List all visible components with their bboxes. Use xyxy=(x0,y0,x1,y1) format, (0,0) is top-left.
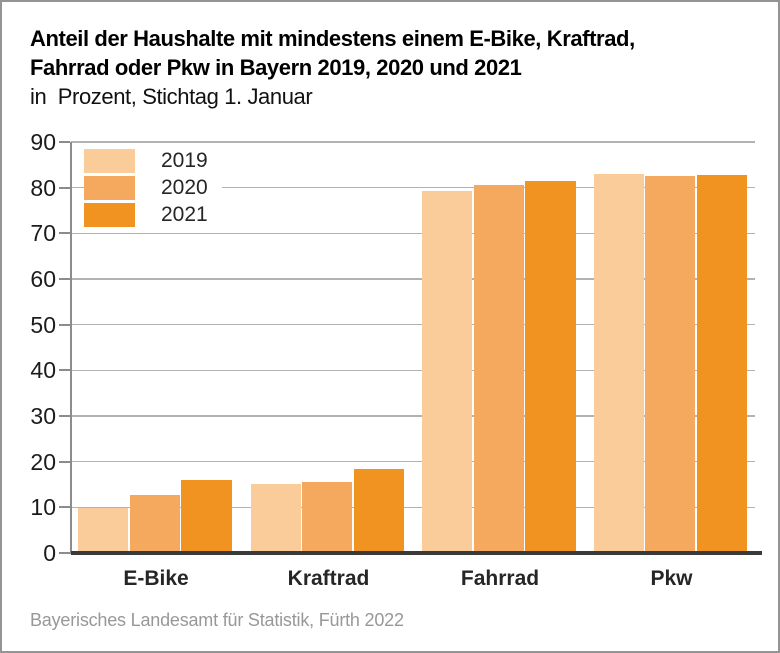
gridline xyxy=(71,323,755,326)
bar-pkw-2019 xyxy=(593,174,644,553)
y-tick xyxy=(59,141,70,143)
gridline xyxy=(71,232,755,235)
y-tick xyxy=(59,460,70,463)
x-axis-label-pkw: Pkw xyxy=(650,567,693,590)
legend-row: 2019 xyxy=(84,149,208,173)
bar-fahrrad-2019 xyxy=(422,190,473,553)
chart-subtitle: in Prozent, Stichtag 1. Januar xyxy=(30,84,313,109)
bar-fahrrad-2021 xyxy=(525,181,576,553)
bar-kraftrad-2020 xyxy=(302,482,353,553)
legend-label-2021: 2021 xyxy=(161,203,208,226)
y-tick xyxy=(59,506,70,509)
gridline xyxy=(71,141,755,143)
bar-kraftrad-2021 xyxy=(353,468,405,553)
y-tick xyxy=(59,232,70,235)
chart-title-line2: Fahrrad oder Pkw in Bayern 2019, 2020 un… xyxy=(30,55,522,80)
y-tick xyxy=(59,186,70,189)
y-tick xyxy=(59,415,70,417)
legend-label-2019: 2019 xyxy=(161,149,208,172)
y-tick-label: 90 xyxy=(30,129,56,155)
bar-e-bike-2019 xyxy=(78,508,129,553)
y-tick xyxy=(59,323,70,326)
legend-swatch-2021 xyxy=(84,203,135,227)
x-axis-label-kraftrad: Kraftrad xyxy=(287,567,370,590)
legend-swatch-2020 xyxy=(84,176,135,200)
y-axis-line xyxy=(70,142,72,554)
legend-row: 2020 xyxy=(84,176,208,200)
y-tick-label: 0 xyxy=(43,540,56,566)
y-tick-label: 20 xyxy=(30,448,56,475)
y-tick xyxy=(59,552,70,554)
bar-kraftrad-2019 xyxy=(250,483,301,553)
bar-e-bike-2021 xyxy=(181,480,232,553)
legend: 2019 2020 2021 xyxy=(84,148,222,231)
legend-label-2020: 2020 xyxy=(161,176,208,199)
gridline xyxy=(71,460,755,463)
chart-title-line1: Anteil der Haushalte mit mindestens eine… xyxy=(30,26,635,51)
y-tick-label: 70 xyxy=(30,220,56,247)
y-tick-label: 10 xyxy=(30,494,56,521)
y-tick-label: 30 xyxy=(30,403,56,429)
gridline xyxy=(71,506,755,509)
y-tick xyxy=(59,278,70,280)
x-axis-label-e-bike: E-Bike xyxy=(123,567,189,590)
bar-pkw-2021 xyxy=(696,174,748,553)
y-tick-label: 50 xyxy=(30,311,56,338)
plot-area xyxy=(71,141,762,555)
bar-pkw-2020 xyxy=(645,176,696,553)
bar-fahrrad-2020 xyxy=(473,185,524,553)
y-tick xyxy=(59,369,70,372)
bar-e-bike-2020 xyxy=(129,495,180,553)
x-axis-baseline xyxy=(71,551,762,555)
y-tick-label: 60 xyxy=(30,266,56,292)
y-tick-label: 80 xyxy=(30,174,56,201)
y-tick-label: 40 xyxy=(30,357,56,384)
gridline xyxy=(71,415,755,417)
gridline xyxy=(71,186,755,189)
gridline xyxy=(71,278,755,280)
source-note: Bayerisches Landesamt für Statistik, Für… xyxy=(30,610,404,630)
legend-swatch-2019 xyxy=(84,149,135,173)
x-axis-label-fahrrad: Fahrrad xyxy=(460,567,540,590)
chart-header: Anteil der Haushalte mit mindestens eine… xyxy=(30,24,754,111)
gridline xyxy=(71,369,755,372)
legend-row: 2021 xyxy=(84,203,208,227)
